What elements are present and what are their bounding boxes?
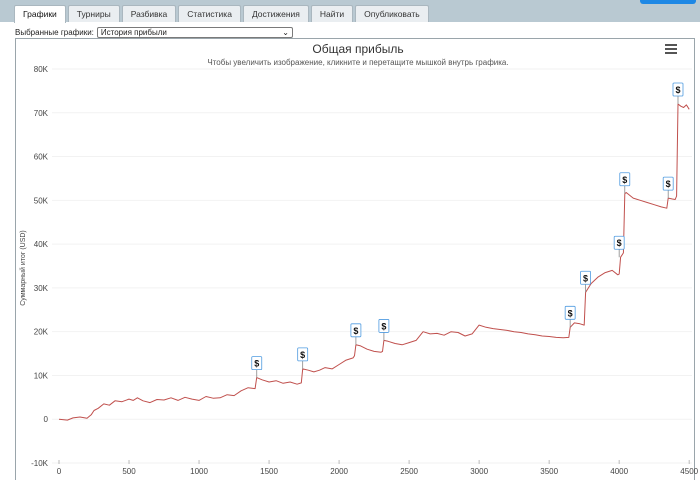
x-tick-label: 4000 xyxy=(610,467,628,476)
marker-flag xyxy=(251,356,263,371)
marker-label: $ xyxy=(568,308,573,318)
y-tick-label: 40K xyxy=(34,240,49,249)
hamburger-icon[interactable] xyxy=(665,44,677,54)
y-tick-label: 10K xyxy=(34,371,49,380)
payout-marker[interactable]: $ xyxy=(580,270,591,293)
payout-marker[interactable]: $ xyxy=(297,347,309,369)
tab-statistics[interactable]: Статистика xyxy=(178,5,241,22)
x-tick-label: 1500 xyxy=(260,467,278,476)
marker-label: $ xyxy=(583,273,588,283)
payout-marker[interactable]: $ xyxy=(619,172,631,194)
chart-selector-value: История прибыли xyxy=(100,27,167,37)
tab-achievements[interactable]: Достижения xyxy=(242,5,309,22)
x-tick-label: 2000 xyxy=(330,467,348,476)
x-tick-label: 3500 xyxy=(540,467,558,476)
marker-label: $ xyxy=(353,326,358,336)
marker-label: $ xyxy=(381,321,386,331)
y-axis-title: Суммарный итог (USD) xyxy=(19,230,27,306)
chart-container[interactable] xyxy=(15,38,695,480)
payout-marker[interactable]: $ xyxy=(613,235,625,258)
marker-label: $ xyxy=(622,175,627,185)
chart-title: Общая прибыль xyxy=(312,42,403,56)
chevron-down-icon: ⌄ xyxy=(282,27,289,37)
marker-label: $ xyxy=(300,350,305,360)
marker-flag xyxy=(564,305,576,320)
x-tick-label: 4500 xyxy=(680,467,698,476)
y-tick-label: 50K xyxy=(34,196,49,205)
tab-bar: Графики Турниры Разбивка Статистика Дост… xyxy=(14,5,429,23)
marker-flag xyxy=(619,172,631,187)
profit-series-line xyxy=(58,103,690,421)
y-tick-label: 60K xyxy=(34,153,49,162)
marker-label: $ xyxy=(666,179,671,189)
top-bar: Графики Турниры Разбивка Статистика Дост… xyxy=(0,0,700,23)
payout-marker[interactable]: $ xyxy=(251,356,263,378)
tab-find[interactable]: Найти xyxy=(310,5,354,22)
tab-charts[interactable]: Графики xyxy=(14,5,66,23)
marker-label: $ xyxy=(254,359,259,369)
marker-flag xyxy=(672,82,684,97)
y-tick-label: 70K xyxy=(34,109,49,118)
x-tick-label: 2500 xyxy=(400,467,418,476)
chart-subtitle: Чтобы увеличить изображение, кликните и … xyxy=(207,58,508,67)
marker-flag xyxy=(378,319,390,333)
x-tick-label: 1000 xyxy=(190,467,208,476)
chart-selector-label: Выбранные графики: xyxy=(15,27,94,37)
y-tick-label: 80K xyxy=(34,65,49,74)
corner-button[interactable] xyxy=(640,0,696,4)
marker-flag xyxy=(297,347,309,362)
tab-tournaments[interactable]: Турниры xyxy=(67,5,120,22)
marker-flag xyxy=(662,176,674,191)
payout-marker[interactable]: $ xyxy=(350,323,362,345)
payout-marker[interactable]: $ xyxy=(378,319,390,341)
x-tick-label: 0 xyxy=(57,467,62,476)
marker-flag xyxy=(613,235,625,250)
payout-marker[interactable]: $ xyxy=(662,176,674,199)
marker-label: $ xyxy=(617,238,622,248)
tab-breakdown[interactable]: Разбивка xyxy=(121,5,177,22)
marker-label: $ xyxy=(675,85,680,95)
payout-marker[interactable]: $ xyxy=(672,82,684,105)
x-tick-label: 3000 xyxy=(470,467,488,476)
payout-marker[interactable]: $ xyxy=(564,305,576,328)
y-tick-label: -10K xyxy=(31,459,49,468)
marker-flag xyxy=(580,270,591,285)
y-tick-label: 20K xyxy=(34,328,49,337)
marker-flag xyxy=(350,323,362,338)
y-tick-label: 0 xyxy=(44,415,49,424)
tab-publish[interactable]: Опубликовать xyxy=(355,5,429,22)
chart-selector-dropdown[interactable]: История прибыли ⌄ xyxy=(96,26,293,38)
x-tick-label: 500 xyxy=(122,467,136,476)
chart-selector-row: Выбранные графики: История прибыли ⌄ xyxy=(15,26,293,38)
y-tick-label: 30K xyxy=(34,284,49,293)
